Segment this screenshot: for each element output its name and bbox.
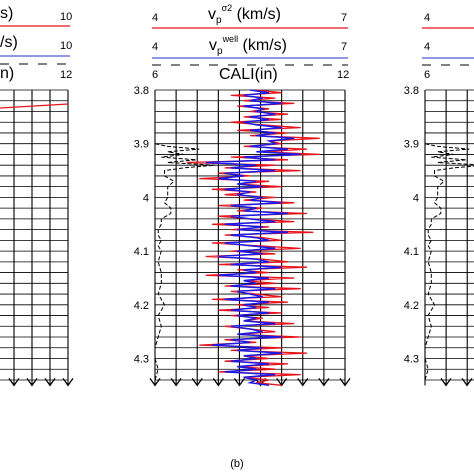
left-header-3-right: 12 bbox=[60, 69, 72, 81]
right-depth-tick-label: 4 bbox=[413, 192, 419, 204]
header-vp-well-right: 7 bbox=[341, 41, 347, 53]
right-header-2-left: 4 bbox=[424, 41, 430, 53]
grid-arrowhead bbox=[191, 377, 203, 387]
grid-arrowhead bbox=[170, 377, 182, 387]
right-depth-tick-label: 4.3 bbox=[404, 354, 419, 366]
left-header-1-right: 10 bbox=[60, 11, 72, 23]
left-panel-header: s) 10 /s) 10 n) 12 bbox=[0, 5, 72, 82]
depth-tick-labels: 3.8 3.9 4 4.1 4.2 4.3 bbox=[134, 85, 149, 366]
left-header-1-label: s) bbox=[0, 5, 13, 22]
header-vp-well-label: vp well (km/s) bbox=[209, 34, 287, 57]
header-vp-sigma2-v: v bbox=[208, 6, 216, 23]
center-panel: 4 vpσ2 (km/s) 7 4 vpwell (km/s) 7 6 CALI… bbox=[134, 3, 351, 470]
grid-arrowhead bbox=[339, 377, 351, 387]
depth-tick-label: 4.2 bbox=[134, 300, 149, 312]
panel-caption: (b) bbox=[230, 458, 243, 470]
header-vp-sigma2-label: vpσ2 (km/s) bbox=[208, 3, 281, 26]
left-header-2-label: /s) bbox=[0, 34, 18, 51]
depth-tick-label: 4 bbox=[143, 192, 149, 204]
header-cali-left: 6 bbox=[152, 69, 158, 81]
header-vp-well-sub: p bbox=[217, 46, 223, 57]
right-panel: 4 4 6 3.8 3.9 4 4.1 4.2 4.3 bbox=[404, 12, 474, 387]
left-panel-grid bbox=[0, 89, 74, 387]
right-depth-tick-label: 4.1 bbox=[404, 246, 419, 258]
header-cali-right: 12 bbox=[337, 69, 349, 81]
right-panel-header: 4 4 6 bbox=[422, 12, 474, 81]
depth-tick-label: 4.1 bbox=[134, 246, 149, 258]
center-panel-header: 4 vpσ2 (km/s) 7 4 vpwell (km/s) 7 6 CALI… bbox=[152, 3, 349, 83]
grid-arrowhead bbox=[318, 377, 330, 387]
left-grid-arrowhead bbox=[44, 377, 56, 387]
right-grid-arrowhead bbox=[440, 377, 452, 387]
left-grid-arrowhead bbox=[62, 377, 74, 387]
depth-tick-label: 4.3 bbox=[134, 354, 149, 366]
grid-arrowhead bbox=[297, 377, 309, 387]
right-grid-arrowhead bbox=[461, 377, 473, 387]
grid-arrowhead bbox=[149, 377, 161, 387]
right-depth-tick-label: 3.8 bbox=[404, 85, 419, 97]
header-vp-well-sup: well bbox=[222, 34, 239, 44]
left-panel: s) 10 /s) 10 n) 12 bbox=[0, 5, 74, 387]
depth-tick-label: 3.8 bbox=[134, 85, 149, 97]
header-vp-sigma2-sup: σ2 bbox=[222, 3, 233, 13]
left-header-3-label: n) bbox=[0, 65, 14, 82]
grid-arrowhead bbox=[212, 377, 224, 387]
header-vp-well-left: 4 bbox=[152, 41, 158, 53]
left-grid-arrowhead bbox=[8, 377, 20, 387]
left-header-2-right: 10 bbox=[60, 40, 72, 52]
grid-arrowhead bbox=[233, 377, 245, 387]
left-curve-segment bbox=[0, 103, 69, 109]
vp-well-curve bbox=[205, 89, 301, 387]
right-panel-grid bbox=[424, 89, 474, 387]
header-vp-sigma2-sub: p bbox=[216, 15, 222, 26]
vp-sigma2-curve bbox=[186, 89, 320, 386]
right-depth-tick-label: 3.9 bbox=[404, 139, 419, 151]
header-vp-sigma2-unit: (km/s) bbox=[232, 6, 281, 23]
right-cali-curve bbox=[424, 90, 474, 386]
right-header-3-left: 6 bbox=[424, 69, 430, 81]
center-panel-curves bbox=[154, 89, 320, 387]
header-vp-sigma2-left: 4 bbox=[152, 12, 158, 24]
header-vp-sigma2-right: 7 bbox=[341, 12, 347, 24]
cali-curve bbox=[154, 90, 216, 386]
header-cali-label: CALI(in) bbox=[219, 66, 278, 83]
right-depth-tick-label: 4.2 bbox=[404, 300, 419, 312]
depth-tick-label: 3.9 bbox=[134, 139, 149, 151]
header-vp-well-v: v bbox=[209, 37, 217, 54]
header-vp-well-unit: (km/s) bbox=[238, 37, 287, 54]
right-header-1-left: 4 bbox=[424, 12, 430, 24]
right-panel-curves bbox=[424, 90, 474, 386]
left-grid-arrowhead bbox=[26, 377, 38, 387]
right-depth-tick-labels: 3.8 3.9 4 4.1 4.2 4.3 bbox=[404, 85, 419, 366]
